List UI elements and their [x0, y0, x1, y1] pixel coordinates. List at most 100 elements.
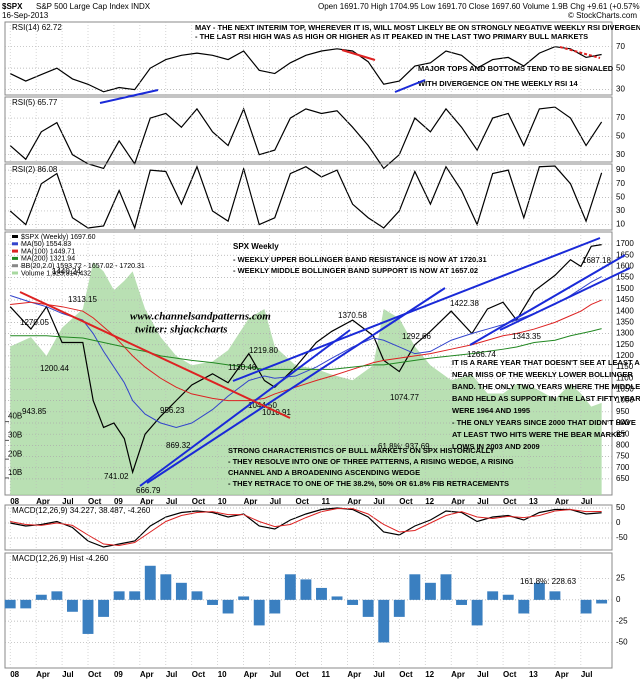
y-tick-label: 0 — [616, 518, 621, 527]
bar — [549, 591, 561, 600]
x-tick-label: Jul — [477, 497, 489, 506]
x-tick-label: Apr — [140, 497, 154, 506]
x-tick-label: Apr — [555, 497, 569, 506]
price-label: 1219.80 — [249, 346, 278, 355]
x-tick-label: Apr — [451, 670, 465, 679]
y-tick-label: 50 — [616, 63, 625, 72]
bar — [440, 574, 452, 600]
bar — [518, 599, 530, 614]
y-tick-label: 1350 — [616, 317, 634, 326]
x-tick-label: 10 — [218, 670, 227, 679]
y-tick-label: 1000 — [616, 396, 634, 405]
series-line — [10, 507, 602, 548]
x-tick-label: Apr — [555, 670, 569, 679]
y-tick-label: 650 — [616, 474, 630, 483]
y-tick-label: 1550 — [616, 273, 634, 282]
bar — [487, 591, 499, 600]
legend-entry: Volume 1,923,314,432 — [21, 270, 91, 277]
bar — [144, 565, 156, 600]
rsi-arrow — [99, 89, 159, 104]
y-tick-label: 1200 — [616, 351, 634, 360]
trendline — [19, 291, 291, 419]
bar — [175, 582, 187, 600]
bar — [409, 574, 421, 600]
x-tick-label: Apr — [244, 497, 258, 506]
annotation: MAJOR TOPS AND BOTTOMS TEND TO BE SIGNAL… — [418, 64, 614, 73]
panel-title: RSI(2) 86.08 — [12, 165, 58, 174]
annotation: BAND HELD AS SUPPORT IN THE LAST FIFTY Y… — [452, 394, 640, 403]
fib-label: 61.8%: 937.69 — [378, 442, 430, 451]
price-label: 1292.66 — [402, 332, 431, 341]
trendline — [469, 254, 626, 346]
price-label: 1422.38 — [450, 299, 479, 308]
legend-entry: MA(100) 1449.71 — [21, 248, 75, 255]
trendline — [232, 237, 601, 382]
annotation: BAND. THE ONLY TWO YEARS WHERE THE MIDDL… — [452, 382, 640, 391]
bar — [35, 594, 47, 600]
y-tick-label: 950 — [616, 407, 630, 416]
x-tick-label: Oct — [399, 497, 413, 506]
x-tick-label: 09 — [114, 497, 123, 506]
bar — [238, 596, 250, 600]
x-tick-label: Jul — [166, 670, 178, 679]
y-tick-label: 1600 — [616, 262, 634, 271]
x-tick-label: 11 — [321, 497, 330, 506]
annotation: AT LEAST TWO HITS WERE THE BEAR MARKET — [452, 430, 626, 439]
symbol: $SPX — [2, 2, 23, 11]
annotation: - WEEKLY MIDDLE BOLLINGER BAND SUPPORT I… — [233, 266, 478, 275]
x-tick-label: Apr — [140, 670, 154, 679]
price-label: 1343.35 — [512, 332, 541, 341]
fib-label: 161.8%: 228.63 — [520, 577, 577, 586]
y-tick-label: 25 — [616, 574, 625, 583]
price-label: 1266.74 — [467, 350, 496, 359]
bar — [580, 599, 592, 614]
price-label: 1200.44 — [40, 364, 69, 373]
bar — [471, 599, 483, 626]
bar — [160, 574, 172, 600]
annotation: LOWS IN 2003 AND 2009 — [452, 442, 540, 451]
trendline — [499, 267, 631, 331]
bar — [129, 591, 141, 600]
y-tick-label: 750 — [616, 452, 630, 461]
x-tick-label: Oct — [296, 670, 310, 679]
bar — [393, 599, 405, 617]
y-tick-label: 50 — [616, 131, 625, 140]
price-label: 666.79 — [136, 486, 161, 495]
bar — [362, 599, 374, 617]
legend-swatch — [12, 264, 18, 268]
y-tick-label: 1450 — [616, 295, 634, 304]
y2-tick-label: 20B — [8, 449, 22, 458]
annotation: MAY - THE NEXT INTERIM TOP, WHEREVER IT … — [195, 23, 640, 32]
x-tick-label: Apr — [244, 670, 258, 679]
price-label: 1074.77 — [390, 393, 419, 402]
bar — [207, 599, 218, 605]
watermark: twitter: shjackcharts — [135, 324, 228, 336]
annotation: - THE ONLY YEARS SINCE 2000 THAT DIDN'T … — [452, 418, 636, 427]
series-line — [10, 299, 602, 402]
annotation: - THEY RETRACE TO ONE OF THE 38.2%, 50% … — [228, 479, 509, 488]
x-tick-label: 12 — [425, 670, 434, 679]
annotation: - THE LAST RSI HIGH WAS AS HIGH OR HIGHE… — [195, 32, 588, 41]
x-tick-label: Apr — [36, 670, 50, 679]
bar — [456, 599, 467, 605]
bar — [4, 599, 16, 609]
annotation: WITH DIVERGENCE ON THE WEEKLY RSI 14 — [418, 79, 578, 88]
panel-frame — [4, 21, 613, 96]
y-tick-label: 1300 — [616, 329, 634, 338]
bar — [316, 587, 327, 600]
price-label: 869.32 — [166, 441, 191, 450]
x-tick-label: Jul — [166, 497, 178, 506]
legend-swatch — [12, 235, 18, 238]
bar — [596, 599, 608, 604]
y-tick-label: 850 — [616, 429, 630, 438]
x-tick-label: Oct — [503, 670, 517, 679]
annotation: - THEY RESOLVE INTO ONE OF THREE PATTERN… — [228, 457, 514, 466]
x-tick-label: Apr — [347, 497, 361, 506]
y-tick-label: 30 — [616, 206, 625, 215]
price-label: 1687.18 — [582, 256, 611, 265]
y-tick-label: 70 — [616, 42, 625, 51]
trendline — [146, 287, 446, 484]
x-tick-label: Jul — [581, 497, 593, 506]
x-tick-label: 13 — [529, 497, 538, 506]
